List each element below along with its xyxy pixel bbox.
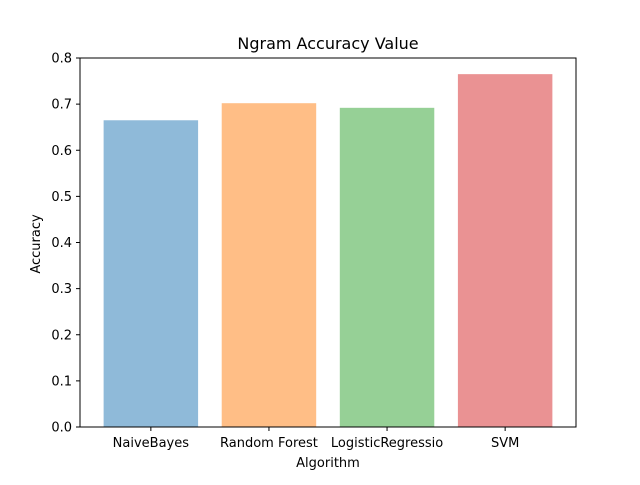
x-tick-label: Random Forest — [220, 436, 318, 451]
bar — [339, 107, 435, 427]
y-axis-label: Accuracy — [29, 214, 44, 274]
x-tick-label: LogisticRegressio — [331, 436, 443, 451]
bar — [103, 120, 199, 428]
y-tick-label: 0.8 — [51, 52, 72, 67]
y-tick-label: 0.2 — [51, 328, 72, 343]
bar — [457, 74, 553, 428]
x-axis-label: Algorithm — [296, 456, 360, 471]
y-tick-label: 0.3 — [51, 282, 72, 297]
plot-area: NaiveBayes Random Forest LogisticRegressio… — [51, 52, 577, 451]
chart-title: Ngram Accuracy Value — [237, 34, 418, 53]
x-tick-label: NaiveBayes — [113, 436, 190, 451]
axes-frame — [79, 57, 577, 428]
bar — [221, 103, 317, 427]
y-tick-label: 0.7 — [51, 98, 72, 113]
y-tick-label: 0.4 — [51, 236, 72, 251]
y-tick-label: 0.0 — [51, 421, 72, 436]
x-tick-label: SVM — [491, 436, 519, 451]
y-tick-label: 0.1 — [51, 374, 72, 389]
y-tick-label: 0.5 — [51, 190, 72, 205]
y-tick-label: 0.6 — [51, 144, 72, 159]
